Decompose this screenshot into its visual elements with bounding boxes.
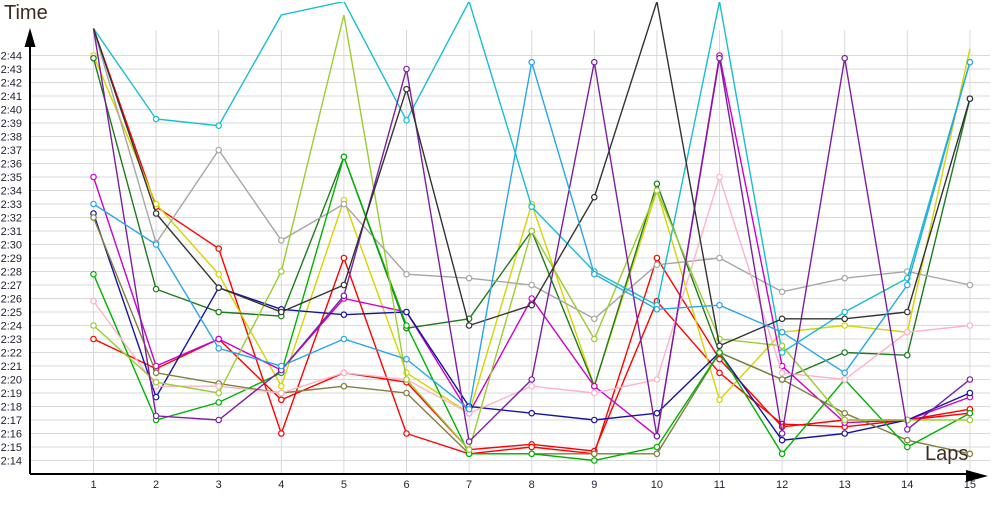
svg-text:4: 4 [278, 479, 284, 491]
svg-text:2:25: 2:25 [1, 307, 22, 319]
svg-text:5: 5 [341, 479, 347, 491]
svg-text:2:32: 2:32 [1, 213, 22, 225]
svg-text:2:43: 2:43 [1, 64, 22, 76]
svg-text:2:28: 2:28 [1, 267, 22, 279]
svg-text:2:24: 2:24 [1, 321, 22, 333]
svg-text:2:29: 2:29 [1, 253, 22, 265]
svg-text:6: 6 [403, 479, 409, 491]
svg-text:2:44: 2:44 [1, 51, 22, 63]
svg-text:2:27: 2:27 [1, 280, 22, 292]
svg-text:14: 14 [901, 479, 913, 491]
svg-text:2:33: 2:33 [1, 199, 22, 211]
svg-text:9: 9 [591, 479, 597, 491]
svg-text:2:38: 2:38 [1, 132, 22, 144]
svg-text:12: 12 [776, 479, 788, 491]
svg-text:10: 10 [651, 479, 663, 491]
svg-text:3: 3 [216, 479, 222, 491]
svg-text:2:40: 2:40 [1, 105, 22, 117]
svg-text:2:39: 2:39 [1, 118, 22, 130]
svg-text:2:16: 2:16 [1, 429, 22, 441]
svg-text:2:42: 2:42 [1, 78, 22, 90]
svg-text:2:19: 2:19 [1, 388, 22, 400]
svg-text:2:21: 2:21 [1, 361, 22, 373]
svg-text:2:26: 2:26 [1, 294, 22, 306]
svg-text:2:22: 2:22 [1, 348, 22, 360]
svg-text:2:14: 2:14 [1, 456, 22, 468]
svg-text:11: 11 [714, 479, 725, 491]
svg-text:2:30: 2:30 [1, 240, 22, 252]
svg-text:2:36: 2:36 [1, 159, 22, 171]
svg-text:2:23: 2:23 [1, 334, 22, 346]
svg-text:2:34: 2:34 [1, 186, 22, 198]
svg-text:2:37: 2:37 [1, 145, 22, 157]
svg-text:2:31: 2:31 [1, 226, 22, 238]
svg-text:7: 7 [466, 479, 472, 491]
svg-text:2:17: 2:17 [1, 415, 22, 427]
svg-text:1: 1 [90, 479, 96, 491]
svg-text:2:41: 2:41 [1, 91, 22, 103]
svg-text:2:35: 2:35 [1, 172, 22, 184]
svg-text:8: 8 [529, 479, 535, 491]
svg-text:2:20: 2:20 [1, 375, 22, 387]
svg-text:2:15: 2:15 [1, 442, 22, 454]
svg-text:13: 13 [839, 479, 851, 491]
svg-text:2: 2 [153, 479, 159, 491]
svg-text:2:18: 2:18 [1, 402, 22, 414]
